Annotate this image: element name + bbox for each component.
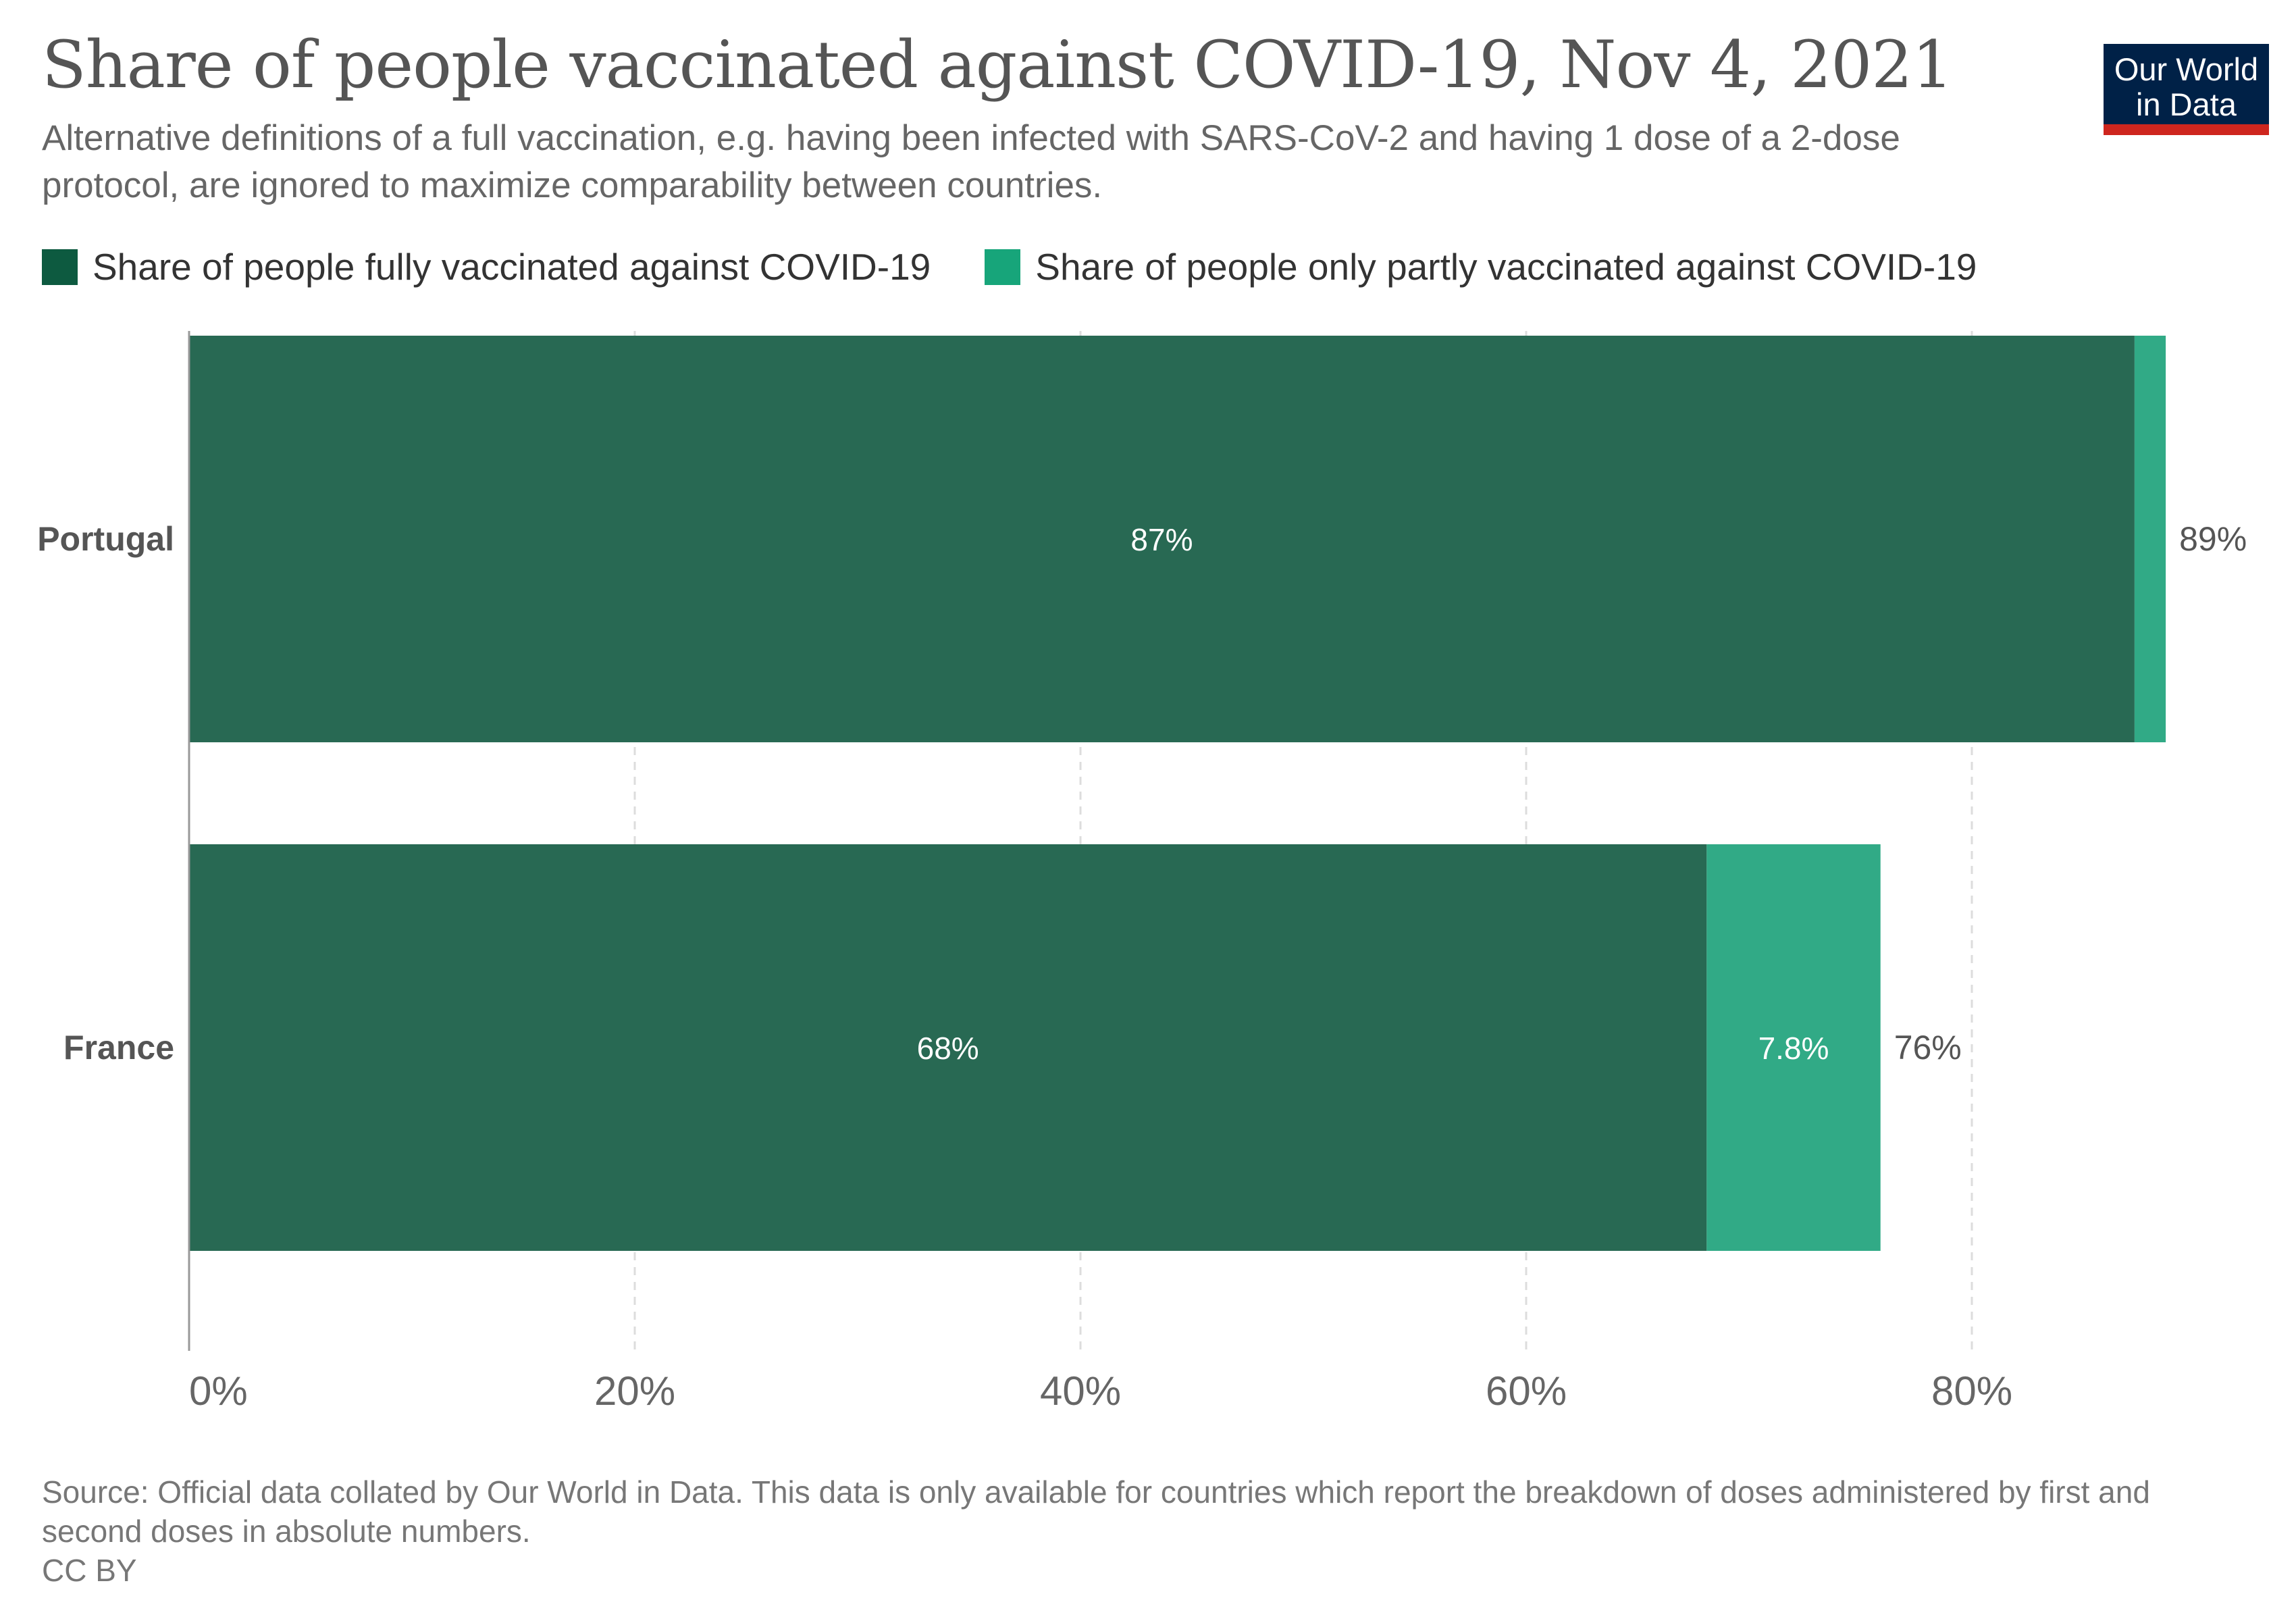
logo-line-1: Our World [2114, 51, 2259, 87]
bar-partial-france [1706, 844, 1881, 1251]
legend-label-full: Share of people fully vaccinated against… [93, 246, 931, 288]
total-label-france: 76% [1894, 1029, 1962, 1066]
x-tick-label-0: 0% [189, 1368, 248, 1414]
bar-full-portugal [189, 336, 2135, 742]
logo-line-2: in Data [2136, 86, 2237, 122]
legend-item-full[interactable]: Share of people fully vaccinated against… [42, 245, 931, 288]
legend-swatch-partial [985, 249, 1021, 285]
data-label-full-portugal: 87% [1130, 522, 1193, 557]
legend-swatch-full [42, 249, 78, 285]
chart-legend: Share of people fully vaccinated against… [42, 243, 2031, 290]
owid-logo[interactable]: Our World in Data [2104, 44, 2269, 135]
chart-footer: Source: Official data collated by Our Wo… [42, 1472, 2237, 1590]
license-note: CC BY [42, 1553, 137, 1588]
logo-accent-bar [2104, 124, 2269, 135]
category-label-france: France [63, 1029, 174, 1066]
x-tick-label-20: 20% [594, 1368, 675, 1414]
data-label-full-france: 68% [917, 1031, 979, 1066]
x-tick-label-40: 40% [1040, 1368, 1121, 1414]
chart-subtitle: Alternative definitions of a full vaccin… [42, 118, 1900, 205]
bar-partial-portugal [2134, 336, 2166, 742]
legend-label-partial: Share of people only partly vaccinated a… [1035, 246, 1977, 288]
data-label-partial-france: 7.8% [1758, 1031, 1829, 1066]
source-note: Source: Official data collated by Our Wo… [42, 1474, 2150, 1549]
x-tick-label-80: 80% [1931, 1368, 2012, 1414]
chart-title: Share of people vaccinated against COVID… [42, 27, 1953, 103]
x-tick-label-60: 60% [1486, 1368, 1567, 1414]
bar-full-france [189, 844, 1707, 1251]
category-label-portugal: Portugal [37, 520, 174, 558]
legend-item-partial[interactable]: Share of people only partly vaccinated a… [985, 245, 1977, 288]
total-label-portugal: 89% [2179, 520, 2247, 558]
